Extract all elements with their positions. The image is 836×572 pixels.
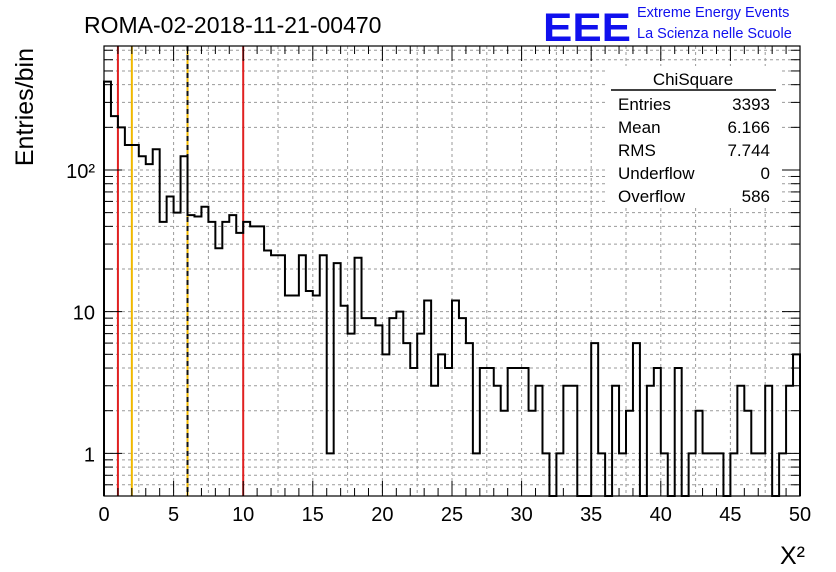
y-tick-label: 10² [66, 161, 95, 183]
x-tick-labels: 0 5 10 15 20 25 30 35 40 45 50 [98, 504, 811, 526]
y-axis-label: Entries/bin [11, 48, 39, 166]
x-tick-label: 10 [232, 504, 254, 526]
eee-logo: EEE Extreme Energy Events La Scienza nel… [543, 5, 792, 50]
x-tick-label: 50 [789, 504, 811, 526]
stats-row-label: Mean [618, 118, 661, 137]
stats-row-label: RMS [618, 141, 656, 160]
stats-row-value: 7.744 [727, 141, 770, 160]
x-tick-label: 45 [719, 504, 741, 526]
stats-box-rows: Entries 3393 Mean 6.166 RMS 7.744 Underflow 0 Ov… [618, 95, 770, 206]
y-tick-labels: 1 10 10² [66, 161, 95, 466]
x-tick-label: 15 [302, 504, 324, 526]
stats-row-value: 0 [761, 164, 770, 183]
histogram-series [103, 80, 801, 497]
x-tick-label: 40 [650, 504, 672, 526]
stats-row-value: 3393 [732, 95, 770, 114]
stats-box-title: ChiSquare [653, 70, 733, 89]
run-title: ROMA-02-2018-11-21-00470 [84, 12, 381, 38]
x-tick-label: 0 [98, 504, 109, 526]
x-tick-label: 35 [580, 504, 602, 526]
stats-row-label: Entries [618, 95, 671, 114]
x-tick-label: 5 [168, 504, 179, 526]
stats-box: ChiSquare Entries 3393 Mean 6.166 RMS 7.744 Un… [607, 66, 780, 208]
stats-row-value: 586 [742, 187, 770, 206]
stats-row-label: Underflow [618, 164, 695, 183]
stats-row-label: Overflow [618, 187, 686, 206]
y-tick-label: 10 [73, 303, 95, 325]
x-tick-label: 25 [441, 504, 463, 526]
x-axis-label: X² [780, 542, 805, 570]
x-tick-label: 20 [371, 504, 393, 526]
y-tick-label: 1 [84, 444, 95, 466]
eee-logo-line2: La Scienza nelle Scuole [637, 26, 792, 42]
x-tick-label: 30 [510, 504, 532, 526]
eee-logo-line1: Extreme Energy Events [637, 5, 789, 21]
eee-logo-mark: EEE [543, 6, 631, 50]
stats-row-value: 6.166 [727, 118, 770, 137]
axis-ticks [103, 46, 801, 497]
